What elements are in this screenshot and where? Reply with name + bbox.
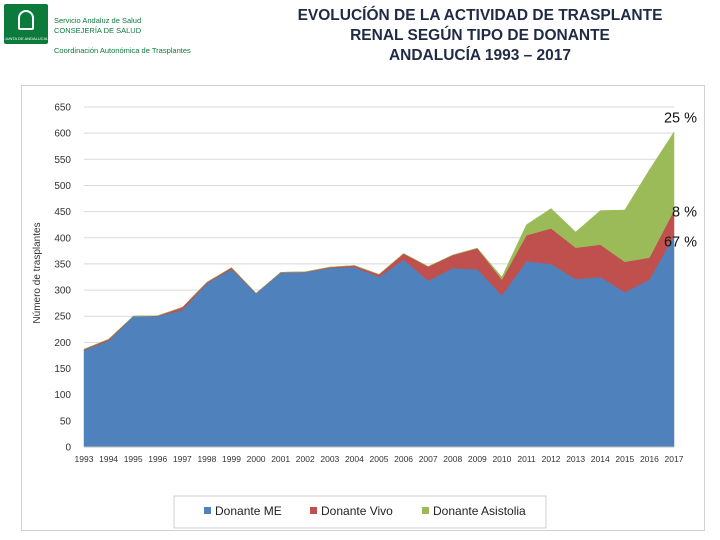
x-tick-label: 2009 xyxy=(468,454,487,464)
emblem-text: JUNTA DE ANDALUCIA xyxy=(4,36,48,41)
x-tick-label: 1996 xyxy=(148,454,167,464)
slide-title: EVOLUCÍÓN DE LA ACTIVIDAD DE TRASPLANTE … xyxy=(250,6,710,66)
x-tick-label: 2003 xyxy=(320,454,339,464)
percentage-annotation: 67 % xyxy=(664,234,697,250)
x-tick-label: 2010 xyxy=(492,454,511,464)
y-tick-label: 300 xyxy=(54,286,71,297)
y-tick-label: 450 xyxy=(54,207,71,218)
x-tick-label: 2004 xyxy=(345,454,364,464)
x-tick-label: 1995 xyxy=(124,454,143,464)
area-donante-asistolia xyxy=(83,131,675,350)
x-tick-label: 2012 xyxy=(542,454,561,464)
title-line-2: RENAL SEGÚN TIPO DE DONANTE xyxy=(350,27,610,44)
percentage-annotation: 8 % xyxy=(672,205,697,221)
x-tick-label: 1994 xyxy=(99,454,118,464)
y-tick-label: 350 xyxy=(54,259,71,270)
y-tick-label: 50 xyxy=(60,416,72,427)
x-tick-label: 2015 xyxy=(615,454,634,464)
stacked-area-chart: 050100150200250300350400450500550600650 … xyxy=(32,103,697,529)
y-tick-label: 250 xyxy=(54,312,71,323)
title-line-3: ANDALUCÍA 1993 – 2017 xyxy=(388,47,572,64)
x-tick-label: 2000 xyxy=(247,454,266,464)
org-name-line2: CONSEJERÍA DE SALUD xyxy=(54,26,142,35)
y-tick-label: 500 xyxy=(54,181,71,192)
y-tick-label: 400 xyxy=(54,233,71,244)
x-tick-label: 2002 xyxy=(296,454,315,464)
x-tick-label: 2016 xyxy=(640,454,659,464)
percentage-annotation: 25 % xyxy=(664,110,697,126)
legend-swatch xyxy=(310,507,317,514)
legend: Donante ME Donante Vivo Donante Asistolia xyxy=(173,495,547,529)
x-tick-label: 2008 xyxy=(443,454,462,464)
x-tick-label: 2005 xyxy=(370,454,389,464)
x-tick-label: 1998 xyxy=(197,454,216,464)
y-tick-label: 0 xyxy=(65,443,71,454)
y-axis-ticks: 0 50 100 150 200 250 300 350 400 450 500 550 600 650 xyxy=(54,103,71,454)
org-name-line1: Servicio Andaluz de Salud xyxy=(54,16,142,25)
y-tick-label: 650 xyxy=(54,103,71,114)
chart-frame: 0 50 100 150 200 250 300 350 400 450 500 550 600 650 … xyxy=(21,85,705,531)
legend-swatch xyxy=(204,507,211,514)
x-tick-label: 2017 xyxy=(665,454,684,464)
x-axis-ticks: 1993 1994 1995 1996 1997 1998 1999 2000 2001 2002… xyxy=(75,446,684,464)
x-tick-label: 2011 xyxy=(517,454,536,464)
logo: JUNTA DE ANDALUCIA Servicio Andaluz de S… xyxy=(4,4,194,58)
legend-entry: Donante ME xyxy=(215,504,282,518)
junta-emblem-icon: JUNTA DE ANDALUCIA xyxy=(4,4,48,44)
y-tick-label: 550 xyxy=(54,155,71,166)
y-tick-label: 600 xyxy=(54,129,71,140)
x-tick-label: 1997 xyxy=(173,454,192,464)
legend-entry: Donante Vivo xyxy=(321,504,393,518)
legend-box xyxy=(173,495,547,529)
x-tick-label: 2001 xyxy=(271,454,290,464)
area-series xyxy=(83,131,675,448)
x-tick-label: 1993 xyxy=(75,454,94,464)
y-tick-label: 150 xyxy=(54,364,71,375)
x-tick-label: 2006 xyxy=(394,454,413,464)
y-tick-label: 200 xyxy=(54,338,71,349)
x-tick-label: 2013 xyxy=(566,454,585,464)
legend-swatch xyxy=(422,507,429,514)
y-tick-label: 100 xyxy=(54,390,71,401)
y-axis-label: Número de trasplantes xyxy=(32,222,43,323)
percentage-annotations: 25 % 8 % 67 % xyxy=(664,110,697,250)
legend-entry: Donante Asistolia xyxy=(433,504,526,518)
org-name-line3: Coordinación Autonómica de Trasplantes xyxy=(54,46,191,55)
x-tick-label: 2007 xyxy=(419,454,438,464)
x-tick-label: 1999 xyxy=(222,454,241,464)
x-tick-label: 2014 xyxy=(591,454,610,464)
title-line-1: EVOLUCÍÓN DE LA ACTIVIDAD DE TRASPLANTE xyxy=(297,7,663,24)
